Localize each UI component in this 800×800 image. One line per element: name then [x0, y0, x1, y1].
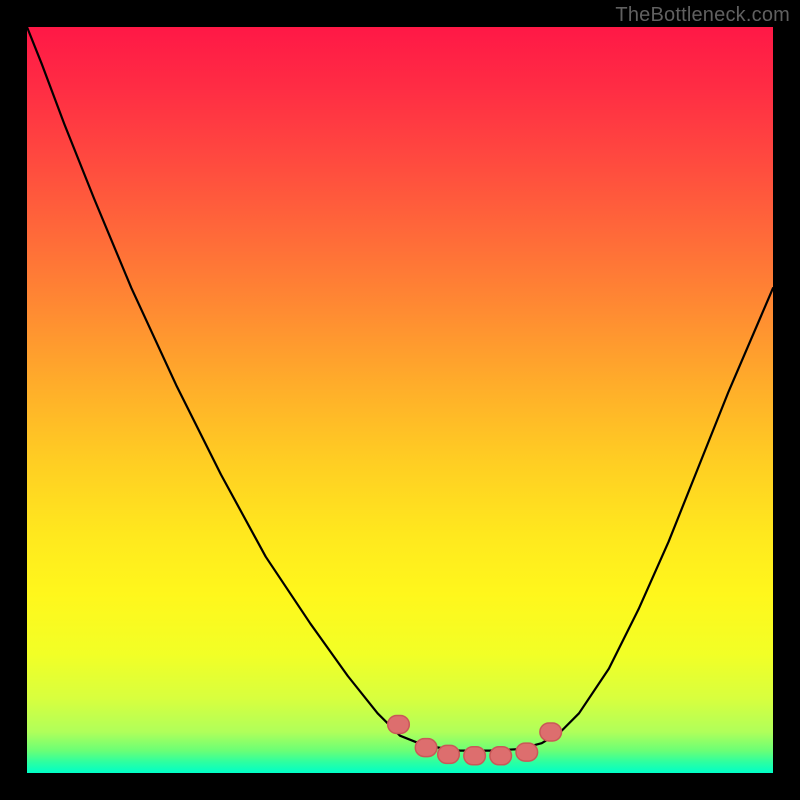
curve-marker [438, 745, 460, 763]
curve-marker [388, 716, 410, 734]
curve-marker [415, 739, 437, 757]
curve-marker [490, 747, 512, 765]
curve-marker [464, 747, 486, 765]
bottleneck-chart [0, 0, 800, 800]
chart-background [27, 27, 773, 773]
curve-marker [516, 743, 538, 761]
chart-svg [0, 0, 800, 800]
curve-marker [540, 723, 562, 741]
watermark-text: TheBottleneck.com [615, 4, 790, 27]
